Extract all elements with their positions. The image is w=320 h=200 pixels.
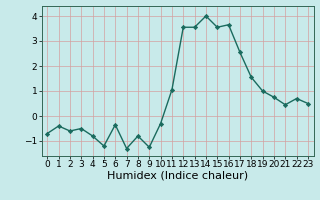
- X-axis label: Humidex (Indice chaleur): Humidex (Indice chaleur): [107, 171, 248, 181]
